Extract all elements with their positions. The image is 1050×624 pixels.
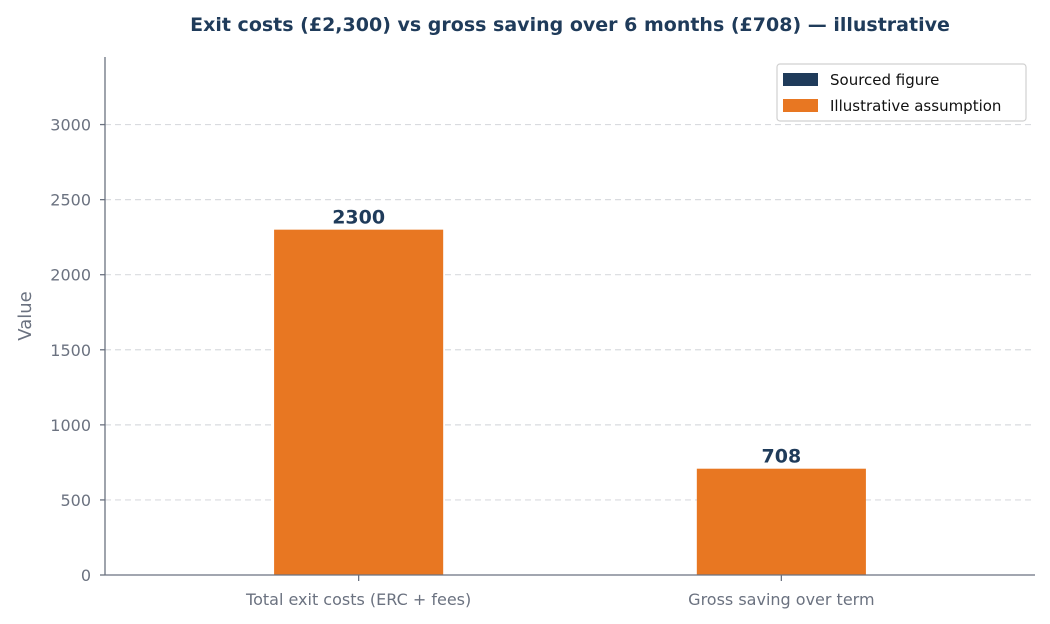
y-tick-label: 500 [60,491,91,510]
x-ticks: Total exit costs (ERC + fees) Gross savin… [245,575,875,609]
bar [274,229,444,575]
legend-entry: Illustrative assumption [830,97,1001,115]
y-tick-label: 2000 [50,266,91,285]
bars [274,229,866,575]
y-tick-label: 3000 [50,116,91,135]
y-tick-label: 1000 [50,416,91,435]
bar [696,468,866,575]
chart-title: Exit costs (£2,300) vs gross saving over… [190,14,950,36]
y-tick-label: 2500 [50,191,91,210]
legend-box [776,63,1027,122]
legend: Sourced figure Illustrative assumption [776,63,1027,122]
y-ticks: 0 500 1000 1500 2000 2500 3000 [50,116,105,585]
x-tick-label: Total exit costs (ERC + fees) [245,590,471,609]
gridlines [105,123,1035,501]
legend-entry: Sourced figure [830,71,939,89]
axes [104,57,1035,576]
legend-swatch [783,73,818,86]
data-label: 708 [762,446,802,468]
data-label: 2300 [332,207,385,229]
legend-swatch [783,99,818,112]
y-tick-label: 0 [81,566,91,585]
x-tick-label: Gross saving over term [688,590,874,609]
data-labels: 2300 708 [332,207,801,468]
y-tick-label: 1500 [50,341,91,360]
y-axis-label: Value [15,291,36,340]
